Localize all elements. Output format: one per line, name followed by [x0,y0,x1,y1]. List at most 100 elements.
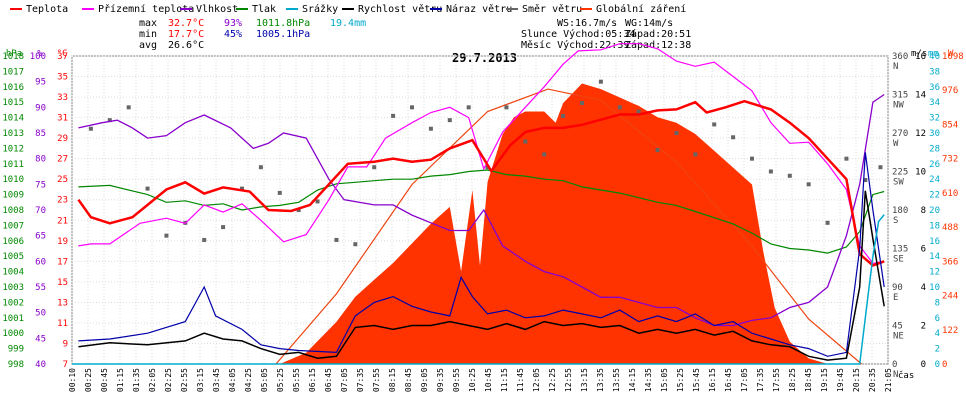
axis-deg-tick: 45 [892,322,903,332]
axis-hpa-tick: 1016 [2,83,24,93]
axis-pct-tick: 75 [35,180,46,190]
axis-time-tick: 01:35 [132,368,141,392]
axis-time-tick: 07:55 [372,368,381,392]
axis-hpa-tick: 1000 [2,329,24,339]
axis-mm-tick: 30 [929,129,940,139]
series-smer-vetru-point [863,178,868,183]
axis-degc-tick: 29 [57,134,68,144]
axis-degc-tick: 23 [57,196,68,206]
series-smer-vetru-point [466,105,471,110]
axis-time-tick: 11:15 [500,368,509,392]
stat-min-temp: 17.7°C [168,29,204,40]
stat-avg-label: avg [139,40,157,51]
info-sun-set: Západ:20:51 [625,28,691,40]
axis-hpa-tick: 1006 [2,237,24,247]
series-smer-vetru-point [806,182,811,187]
axis-hpa-tick: 1013 [2,129,24,139]
axis-dir-label: NW [893,101,904,111]
axis-time-tick: 12:05 [532,368,541,392]
axis-hpa-tick: 1002 [2,298,24,308]
axis-deg-tick: 360 [892,52,908,62]
axis-w-tick: 1098 [942,52,964,62]
axis-w-tick: 366 [942,257,958,267]
axis-hpa-tick: 1009 [2,191,24,201]
info-block: WS:16.7m/s WG:14m/s Slunce Východ:05:34 … [521,18,691,51]
axis-pct-tick: 50 [35,309,46,319]
axis-time-tick: 04:25 [244,368,253,392]
axis-hpa-tick: 1001 [2,314,24,324]
axis-time-tick: 05:25 [276,368,285,392]
axis-pct-tick: 80 [35,155,46,165]
axis-w-tick: 732 [942,155,958,165]
series-globalni-zareni-area [72,83,885,364]
series-smer-vetru-point [372,165,377,170]
series-smer-vetru-point [447,118,452,123]
axis-ms-tick: 10 [915,168,926,178]
axis-dir-label: N [893,62,898,72]
axis-degc-tick: 33 [57,93,68,103]
axis-time-tick: 04:05 [228,368,237,392]
axis-time-tick: 08:45 [404,368,413,392]
axis-time-tick: 01:15 [116,368,125,392]
series-teplota-line [77,99,885,267]
axis-degc-tick: 37 [57,52,68,62]
axis-degc-tick: 25 [57,175,68,185]
axis-mm-tick: 36 [929,83,940,93]
series-smer-vetru-point [825,220,830,225]
axis-time-tick: 07:05 [340,368,349,392]
stats-block: max 32.7°C 93% 1011.8hPa 19.4mm min 17.7… [139,18,366,51]
axis-time-tick: 14:15 [628,368,637,392]
axis-mm-tick: 18 [929,221,940,231]
series-smer-vetru-point [598,79,603,84]
axis-deg-tick: 180 [892,206,908,216]
legend-label: Vlhkost [196,4,238,15]
axis-mm-tick: 16 [929,237,940,247]
axis-time-tick: 09:35 [436,368,445,392]
axis-hpa-tick: 1007 [2,221,24,231]
axis-w-tick: 122 [942,326,958,336]
series-rychlost-vetru-line [78,190,885,361]
axis-deg-tick: 315 [892,91,908,101]
time-axis-label: čas [898,370,914,381]
axis-mm-tick: 40 [929,52,940,62]
axis-mm-tick: 10 [929,283,940,293]
axis-hpa-tick: 998 [8,360,24,370]
stat-max-rain: 19.4mm [330,18,366,29]
axis-mm-tick: 20 [929,206,940,216]
axis-w-unit: W [948,49,954,59]
axis-dir-label: SE [893,255,904,265]
legend-label: Tlak [252,4,276,15]
axis-w-tick: 488 [942,223,958,233]
stat-max-hum: 93% [224,18,242,29]
axis-ms-tick: 12 [915,129,926,139]
axis-deg-tick: 0 [892,360,897,370]
series-smer-vetru-point [561,113,566,118]
axis-ms-tick: 14 [915,91,926,101]
axis-mm-tick: 12 [929,268,940,278]
axis-time-tick: 10:25 [468,368,477,392]
axis-degc-tick: 31 [57,114,68,124]
series-smer-vetru-point [258,165,263,170]
series-vlhkost-line [78,93,885,327]
series-smer-vetru-point [542,152,547,157]
axis-hpa-unit: hPa [6,49,22,59]
axis-time-tick: 02:55 [180,368,189,392]
axis-time-tick: 18:25 [788,368,797,392]
axis-time-tick: 21:05 [884,368,893,392]
axis-time-tick: 15:25 [676,368,685,392]
legend-label: Rychlost větru [358,3,442,15]
series-smer-vetru-point [428,126,433,131]
axis-pct-tick: 55 [35,283,46,293]
axis-time-tick: 05:55 [292,368,301,392]
axis-time-tick: 16:15 [708,368,717,392]
axis-dir-label: NE [893,332,904,342]
legend-label: Směr větru [522,3,582,15]
series-smer-vetru-point [712,122,717,127]
axis-pct-tick: 65 [35,232,46,242]
axis-time-tick: 02:25 [164,368,173,392]
axis-mm-unit: mm [928,49,939,59]
axis-dir-label: N [893,370,898,380]
axis-mm-tick: 0 [935,360,940,370]
axis-w-tick: 0 [942,360,947,370]
